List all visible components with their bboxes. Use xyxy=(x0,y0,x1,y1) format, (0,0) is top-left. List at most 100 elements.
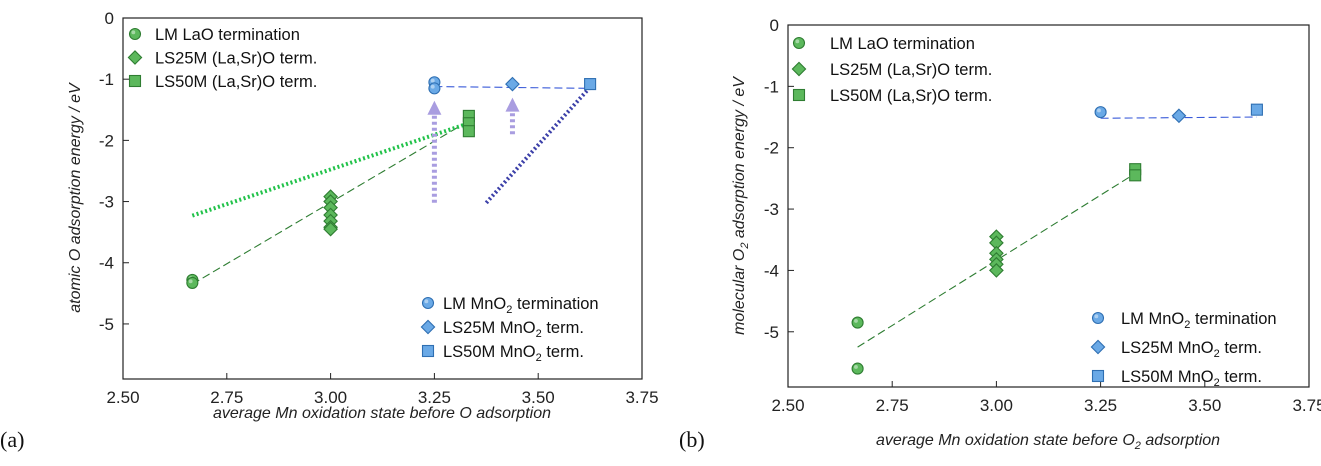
legend-marker-highlight xyxy=(424,299,429,304)
data-point-highlight xyxy=(188,279,193,284)
x-tick-label: 2.50 xyxy=(106,388,139,407)
legend-marker-highlight xyxy=(795,39,800,44)
x-axis-label-b-sub: 2 xyxy=(1134,440,1141,452)
fit-line-dotted xyxy=(484,85,592,205)
y-axis-label-b: molecular O2 adsorption energy / eV xyxy=(731,76,751,335)
legend-label: LS25M MnO2 term. xyxy=(1121,339,1262,360)
legend-label-part: termination xyxy=(512,295,598,313)
legend-marker xyxy=(420,319,436,335)
legend-marker xyxy=(421,344,435,358)
data-point xyxy=(428,82,441,95)
legend-label-subscript: 2 xyxy=(1214,377,1220,389)
x-tick-label: 2.50 xyxy=(771,396,804,415)
x-axis-label-b-part3: adsorption xyxy=(1141,432,1220,449)
legend-marker xyxy=(792,88,806,102)
legend-marker xyxy=(127,50,143,65)
fit-line-dotted xyxy=(191,121,470,218)
data-point xyxy=(1250,103,1263,116)
data-point xyxy=(584,78,597,91)
y-tick-label: -5 xyxy=(764,323,779,342)
legend-marker xyxy=(128,27,142,41)
x-tick-label: 3.50 xyxy=(1188,396,1221,415)
y-tick-label: -1 xyxy=(99,70,114,89)
y-axis-label-a: atomic O adsorption energy / eV xyxy=(67,82,84,313)
legend-label: LM MnO2 termination xyxy=(443,295,599,316)
x-tick-label: 3.75 xyxy=(625,388,658,407)
y-axis-label-b-part1: molecular O xyxy=(731,249,748,335)
legend-marker xyxy=(128,74,142,88)
legend-label: LM MnO2 termination xyxy=(1121,310,1277,331)
data-point-highlight xyxy=(430,84,435,89)
panel-b: 2.50 2.75 3.00 3.25 3.50 3.75 0 -1 -2 -3 -4 -5 LM … xyxy=(679,16,1321,452)
legend-label: LS50M MnO2 term. xyxy=(1121,368,1262,389)
data-point xyxy=(989,263,1004,278)
x-tick-label: 2.75 xyxy=(876,396,909,415)
legend-label: LS25M (La,Sr)O term. xyxy=(155,50,317,68)
y-ticks-b: 0 -1 -2 -3 -4 -5 xyxy=(764,16,794,342)
fit-lines-a xyxy=(191,85,592,285)
plot-frame-b xyxy=(787,24,1310,388)
legend-label: LS25M MnO2 term. xyxy=(443,319,584,340)
data-point xyxy=(462,125,475,138)
y-tick-label: 0 xyxy=(770,16,779,35)
y-tick-label: -5 xyxy=(99,315,114,334)
legend-label: LS50M (La,Sr)O term. xyxy=(830,87,992,105)
legend-marker xyxy=(792,36,806,50)
x-ticks-b: 2.50 2.75 3.00 3.25 3.50 3.75 xyxy=(771,381,1321,415)
data-points-b xyxy=(851,103,1263,375)
data-point xyxy=(323,221,338,237)
x-tick-label: 2.75 xyxy=(210,388,243,407)
legend-marker-highlight xyxy=(1094,314,1099,319)
x-tick-label: 3.25 xyxy=(418,388,451,407)
data-point xyxy=(1129,169,1142,182)
x-ticks-a: 2.50 2.75 3.00 3.25 3.50 3.75 xyxy=(106,373,659,407)
data-point-highlight xyxy=(854,319,858,323)
legend-label: LS50M MnO2 term. xyxy=(443,343,584,364)
data-point xyxy=(186,276,199,289)
panel-a: 2.50 2.75 3.00 3.25 3.50 3.75 0 -1 -2 -3 -4 -5 LM … xyxy=(0,9,659,452)
legend-marker xyxy=(1091,311,1105,325)
legend-label-part: LM MnO xyxy=(443,295,506,313)
y-tick-label: -4 xyxy=(99,254,114,273)
y-tick-label: -2 xyxy=(764,139,779,158)
y-tick-label: -1 xyxy=(764,77,779,96)
legend-top-a: LM LaO termination LS25M (La,Sr)O term. LS… xyxy=(127,26,317,91)
legend-label-part: LM MnO xyxy=(1121,310,1184,328)
legend-label-subscript: 2 xyxy=(536,328,542,340)
legend-label: LM LaO termination xyxy=(830,35,975,53)
legend-label: LM LaO termination xyxy=(155,26,300,44)
data-point-highlight xyxy=(1097,108,1101,113)
x-tick-label: 3.50 xyxy=(522,388,555,407)
x-axis-label-b-part1: average Mn oxidation state before O xyxy=(876,432,1135,449)
y-ticks-a: 0 -1 -2 -3 -4 -5 xyxy=(99,9,129,334)
data-point-highlight xyxy=(854,365,858,369)
legend-label-part: LS25M MnO xyxy=(1121,339,1214,357)
legend-label-part: LS50M MnO xyxy=(443,343,536,361)
y-axis-label-b-part3: adsorption energy / eV xyxy=(731,76,748,243)
y-tick-label: -3 xyxy=(99,193,114,212)
x-tick-label: 3.75 xyxy=(1292,396,1321,415)
x-tick-label: 3.25 xyxy=(1084,396,1117,415)
data-point xyxy=(1171,108,1187,124)
x-tick-label: 3.00 xyxy=(980,396,1013,415)
legend-marker xyxy=(791,61,807,77)
legend-label: LS25M (La,Sr)O term. xyxy=(830,61,992,79)
plot-frame-a xyxy=(122,17,643,380)
legend-label-part: term. xyxy=(542,343,584,361)
legend-label-part: LS25M MnO xyxy=(443,319,536,337)
legend-marker xyxy=(1090,339,1106,355)
data-point xyxy=(851,316,864,329)
legend-label-part: termination xyxy=(1190,310,1276,328)
data-point-highlight xyxy=(430,78,435,83)
y-axis-label-b-sub: 2 xyxy=(739,243,751,250)
data-point xyxy=(505,76,520,92)
panel-label-b: (b) xyxy=(679,427,705,452)
legend-marker xyxy=(1091,369,1105,383)
legend-label-subscript: 2 xyxy=(1184,319,1190,331)
x-axis-label-a: average Mn oxidation state before O adso… xyxy=(213,405,551,422)
legend-label-subscript: 2 xyxy=(536,352,542,364)
arrows-a xyxy=(427,97,520,203)
data-point xyxy=(851,362,864,375)
